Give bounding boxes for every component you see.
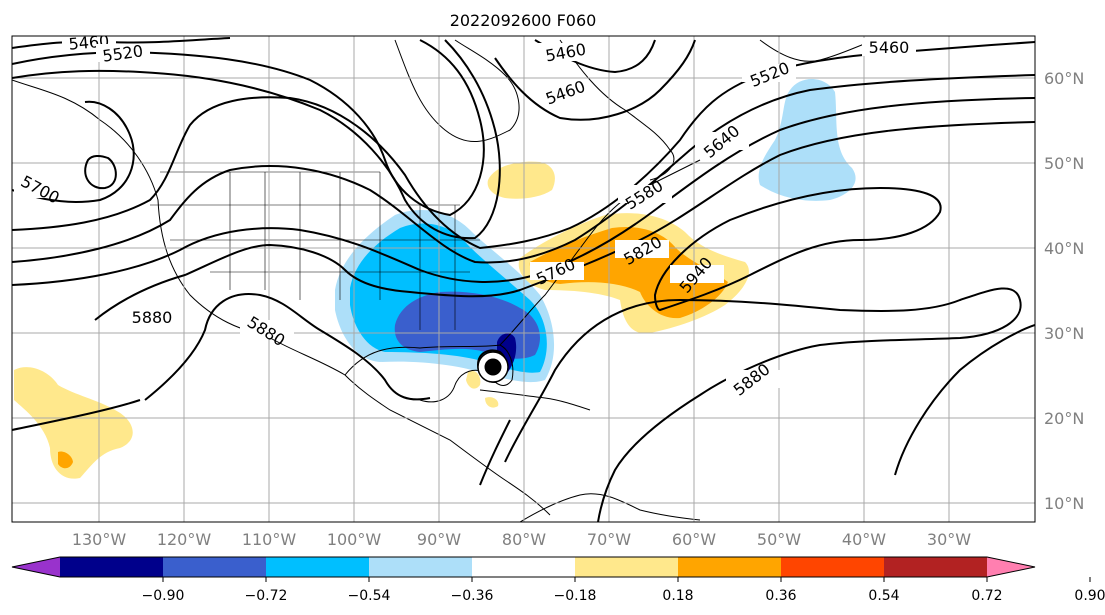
contour-label: 5880 <box>132 308 173 327</box>
storm-center-marker <box>477 351 509 383</box>
contour-line <box>504 287 1022 522</box>
lon-tick-label: 60°W <box>672 530 716 549</box>
lon-tick-label: 30°W <box>927 530 971 549</box>
contour-line <box>12 100 135 203</box>
colorbar-segment <box>678 557 782 577</box>
colorbar-extend-high <box>987 557 1035 577</box>
map-title: 2022092600 F060 <box>450 11 597 30</box>
lon-tick-label: 80°W <box>502 530 546 549</box>
anomaly-region-orange-eastern-pacific <box>58 451 73 469</box>
coastline-gulf-of-mexico <box>344 344 514 403</box>
colorbar-outline <box>11 556 1036 578</box>
colorbar-segment <box>163 557 267 577</box>
colorbar-tick-label: 0.36 <box>765 588 796 604</box>
colorbar-tick-label: 0.18 <box>662 588 693 604</box>
colorbar-segment <box>60 557 164 577</box>
contour-line <box>12 39 501 240</box>
lon-tick-label: 50°W <box>757 530 801 549</box>
contour-line <box>894 324 1035 476</box>
colorbar-segment <box>884 557 988 577</box>
colorbar-tick-label: 0.54 <box>868 588 899 604</box>
anomaly-region-light-blue-north-atlantic <box>758 78 856 201</box>
coastline-north-america <box>12 79 551 516</box>
lat-tick-label: 10°N <box>1044 494 1084 513</box>
contour-line <box>12 41 1035 250</box>
contour-line <box>12 74 1035 264</box>
lon-tick-label: 70°W <box>587 530 631 549</box>
map-frame <box>11 35 1036 523</box>
contour-label: 5460 <box>869 38 910 57</box>
state-borders <box>150 171 480 330</box>
anomaly-region-light-yellow-bahamas <box>485 397 499 408</box>
colorbar: −0.90 −0.72 −0.54 −0.36 −0.18 0.18 0.36 0.54 0.7… <box>11 556 1105 604</box>
lon-tick-label: 90°W <box>417 530 461 549</box>
colorbar-segment <box>781 557 885 577</box>
colorbar-segments <box>12 557 1035 577</box>
contour-line <box>84 154 117 190</box>
lon-tick-label: 40°W <box>842 530 886 549</box>
contour-line <box>12 97 1035 286</box>
latitude-axis: 60°N 50°N 40°N 30°N 20°N 10°N <box>1044 69 1084 513</box>
lon-tick-label: 120°W <box>157 530 212 549</box>
colorbar-extend-low <box>12 557 60 577</box>
colorbar-tick-label: −0.54 <box>348 588 391 604</box>
lon-tick-label: 110°W <box>242 530 297 549</box>
coastline-south-america <box>519 493 701 522</box>
lat-tick-label: 50°N <box>1044 154 1084 173</box>
colorbar-tick-label: 0.72 <box>971 588 1002 604</box>
map-panel: 5460 5520 5460 5460 5460 5520 5640 5580 … <box>12 36 1035 522</box>
colorbar-segment <box>472 557 576 577</box>
lat-tick-label: 60°N <box>1044 69 1084 88</box>
coastlines <box>12 39 876 522</box>
longitude-axis: 130°W 120°W 110°W 100°W 90°W 80°W 70°W 6… <box>72 530 971 549</box>
lat-tick-label: 40°N <box>1044 239 1084 258</box>
contour-line <box>494 39 696 121</box>
anomaly-region-light-yellow-cuba <box>466 370 481 389</box>
colorbar-tick-label: −0.90 <box>142 588 185 604</box>
lon-tick-label: 100°W <box>327 530 382 549</box>
anomaly-region-light-yellow-eastern-pacific <box>14 367 133 479</box>
colorbar-tick-label: 0.90 <box>1074 588 1105 604</box>
contour-line <box>144 293 431 401</box>
coastline-us-east <box>499 159 701 346</box>
contour-line <box>479 419 511 486</box>
contour-line <box>12 399 141 431</box>
colorbar-segment <box>266 557 370 577</box>
anomaly-region-light-yellow-great-lakes <box>487 161 555 199</box>
colorbar-segment <box>369 557 473 577</box>
coastline-canada-hudson <box>394 39 520 143</box>
contour-line <box>94 121 1035 321</box>
colorbar-segment <box>575 557 679 577</box>
colorbar-tick-label: −0.72 <box>245 588 288 604</box>
colorbar-tick-label: −0.36 <box>451 588 494 604</box>
coastline-caribbean-islands <box>479 389 591 411</box>
lat-tick-label: 30°N <box>1044 324 1084 343</box>
contour-line <box>653 186 942 312</box>
colorbar-labels: −0.90 −0.72 −0.54 −0.36 −0.18 0.18 0.36 0.54 0.7… <box>142 577 1105 604</box>
lon-tick-label: 130°W <box>72 530 127 549</box>
lat-tick-label: 20°N <box>1044 409 1084 428</box>
colorbar-tick-label: −0.18 <box>554 588 597 604</box>
